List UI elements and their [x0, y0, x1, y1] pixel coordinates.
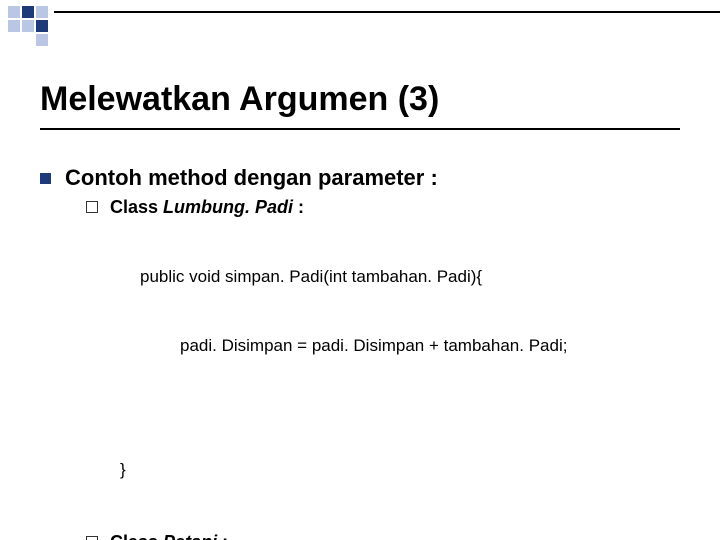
content-area: Contoh method dengan parameter : Class L…: [40, 155, 680, 540]
title-underline: [40, 128, 680, 130]
section-1-heading: Contoh method dengan parameter :: [40, 165, 680, 191]
slide: Melewatkan Argumen (3) Contoh method den…: [0, 0, 720, 540]
hollow-square-bullet-icon: [86, 201, 98, 213]
class-1-prefix: Class: [110, 197, 163, 217]
class-2-suffix: :: [217, 532, 228, 540]
code-blank: [140, 404, 680, 414]
slide-title: Melewatkan Argumen (3): [40, 80, 439, 119]
section-1-text: Contoh method dengan parameter :: [65, 165, 438, 190]
class-1-code: public void simpan. Padi(int tambahan. P…: [140, 220, 680, 528]
class-1-name: Lumbung. Padi: [163, 197, 293, 217]
code-line: padi. Disimpan = padi. Disimpan + tambah…: [180, 335, 680, 358]
class-2-prefix: Class: [110, 532, 163, 540]
code-line: public void simpan. Padi(int tambahan. P…: [140, 266, 680, 289]
square-bullet-icon: [40, 173, 51, 184]
class-1-suffix: :: [293, 197, 304, 217]
hollow-square-bullet-icon: [86, 536, 98, 540]
class-2-name: Petani: [163, 532, 217, 540]
corner-decoration: [0, 0, 720, 50]
class-2-label: Class Petani :: [86, 532, 680, 540]
code-line: }: [120, 459, 680, 482]
class-1-label: Class Lumbung. Padi :: [86, 197, 680, 218]
